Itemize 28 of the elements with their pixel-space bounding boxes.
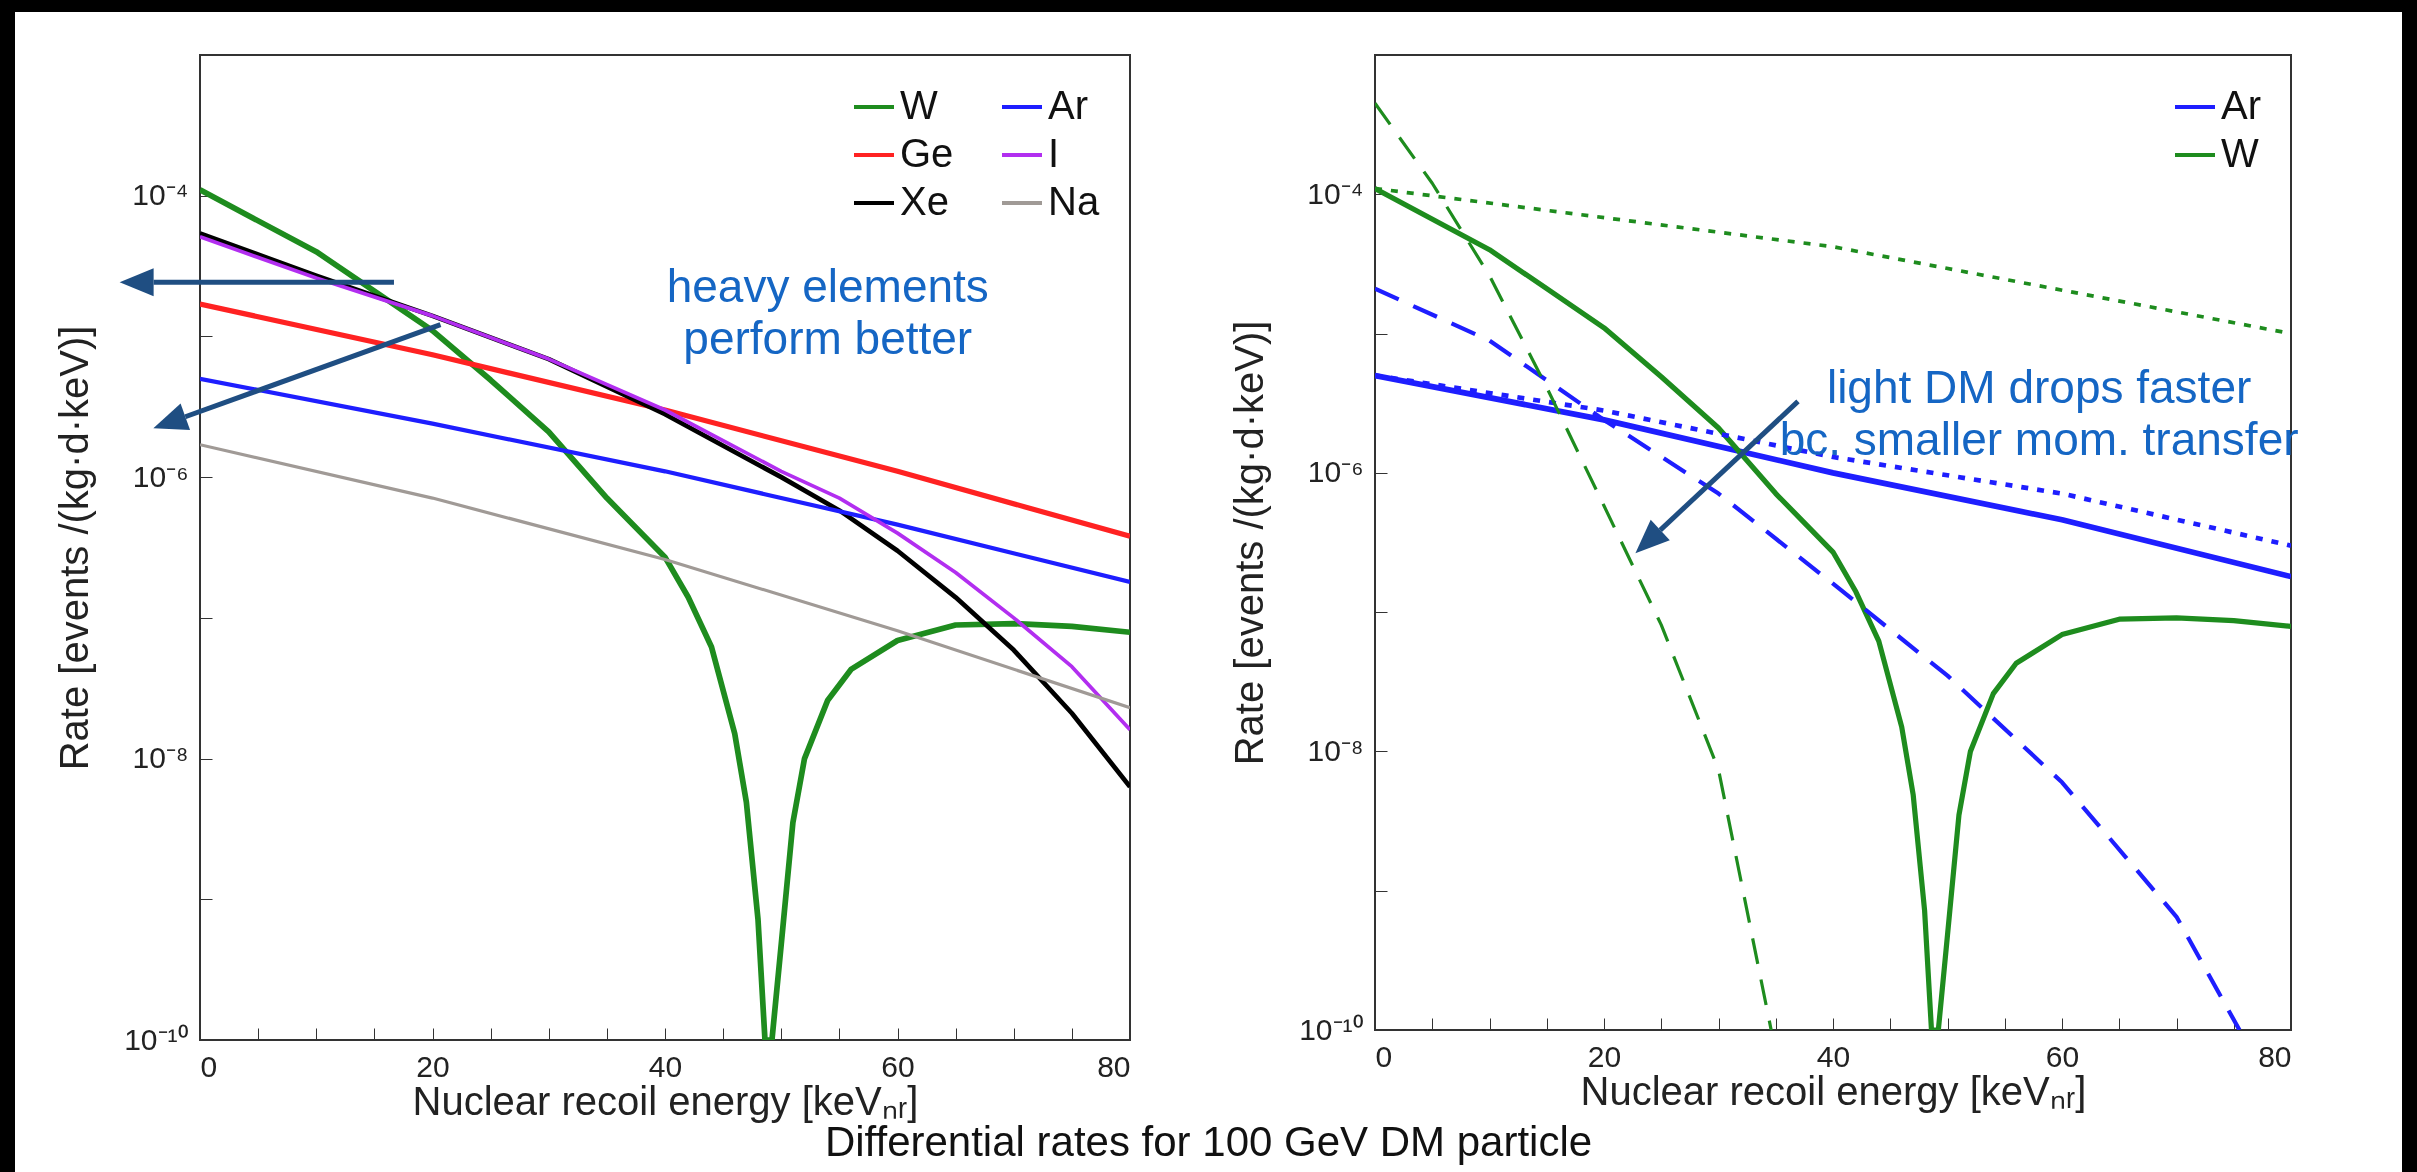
x-tick-label: 80: [2258, 1039, 2292, 1073]
x-tick-label: 20: [416, 1049, 450, 1083]
legend-label: W: [900, 83, 938, 127]
legend-label: I: [1048, 131, 1060, 175]
y-tick-label: 10⁻¹⁰: [124, 1022, 189, 1056]
legend-label: W: [2221, 131, 2259, 175]
y-tick-label: 10⁻⁸: [1307, 733, 1364, 767]
line-series: [200, 443, 1130, 710]
y-tick-label: 10⁻⁴: [132, 178, 189, 212]
y-axis-title: Rate [events /(kg·d·keV)]: [52, 325, 97, 771]
x-tick-label: 40: [648, 1049, 683, 1083]
y-tick-label: 10⁻⁶: [1307, 455, 1364, 489]
x-tick-label: 0: [1375, 1039, 1393, 1073]
line-series: [200, 376, 1130, 585]
y-tick-label: 10⁻⁶: [132, 459, 189, 493]
legend-label: Na: [1048, 179, 1100, 223]
x-tick-label: 0: [200, 1049, 218, 1083]
y-tick-label: 10⁻⁸: [132, 741, 189, 775]
y-tick-label: 10⁻¹⁰: [1299, 1012, 1364, 1046]
legend-label: Ar: [1048, 83, 1088, 127]
legend-label: Xe: [900, 179, 949, 223]
legend-label: Ar: [2221, 83, 2261, 127]
annotation: heavy elements perform better: [666, 260, 989, 365]
x-tick-label: 80: [1097, 1049, 1131, 1083]
y-tick-label: 10⁻⁴: [1307, 176, 1364, 210]
y-axis-title: Rate [events /(kg·d·keV)]: [1227, 320, 1272, 766]
x-tick-label: 60: [881, 1049, 915, 1083]
legend-label: Ge: [900, 131, 954, 175]
